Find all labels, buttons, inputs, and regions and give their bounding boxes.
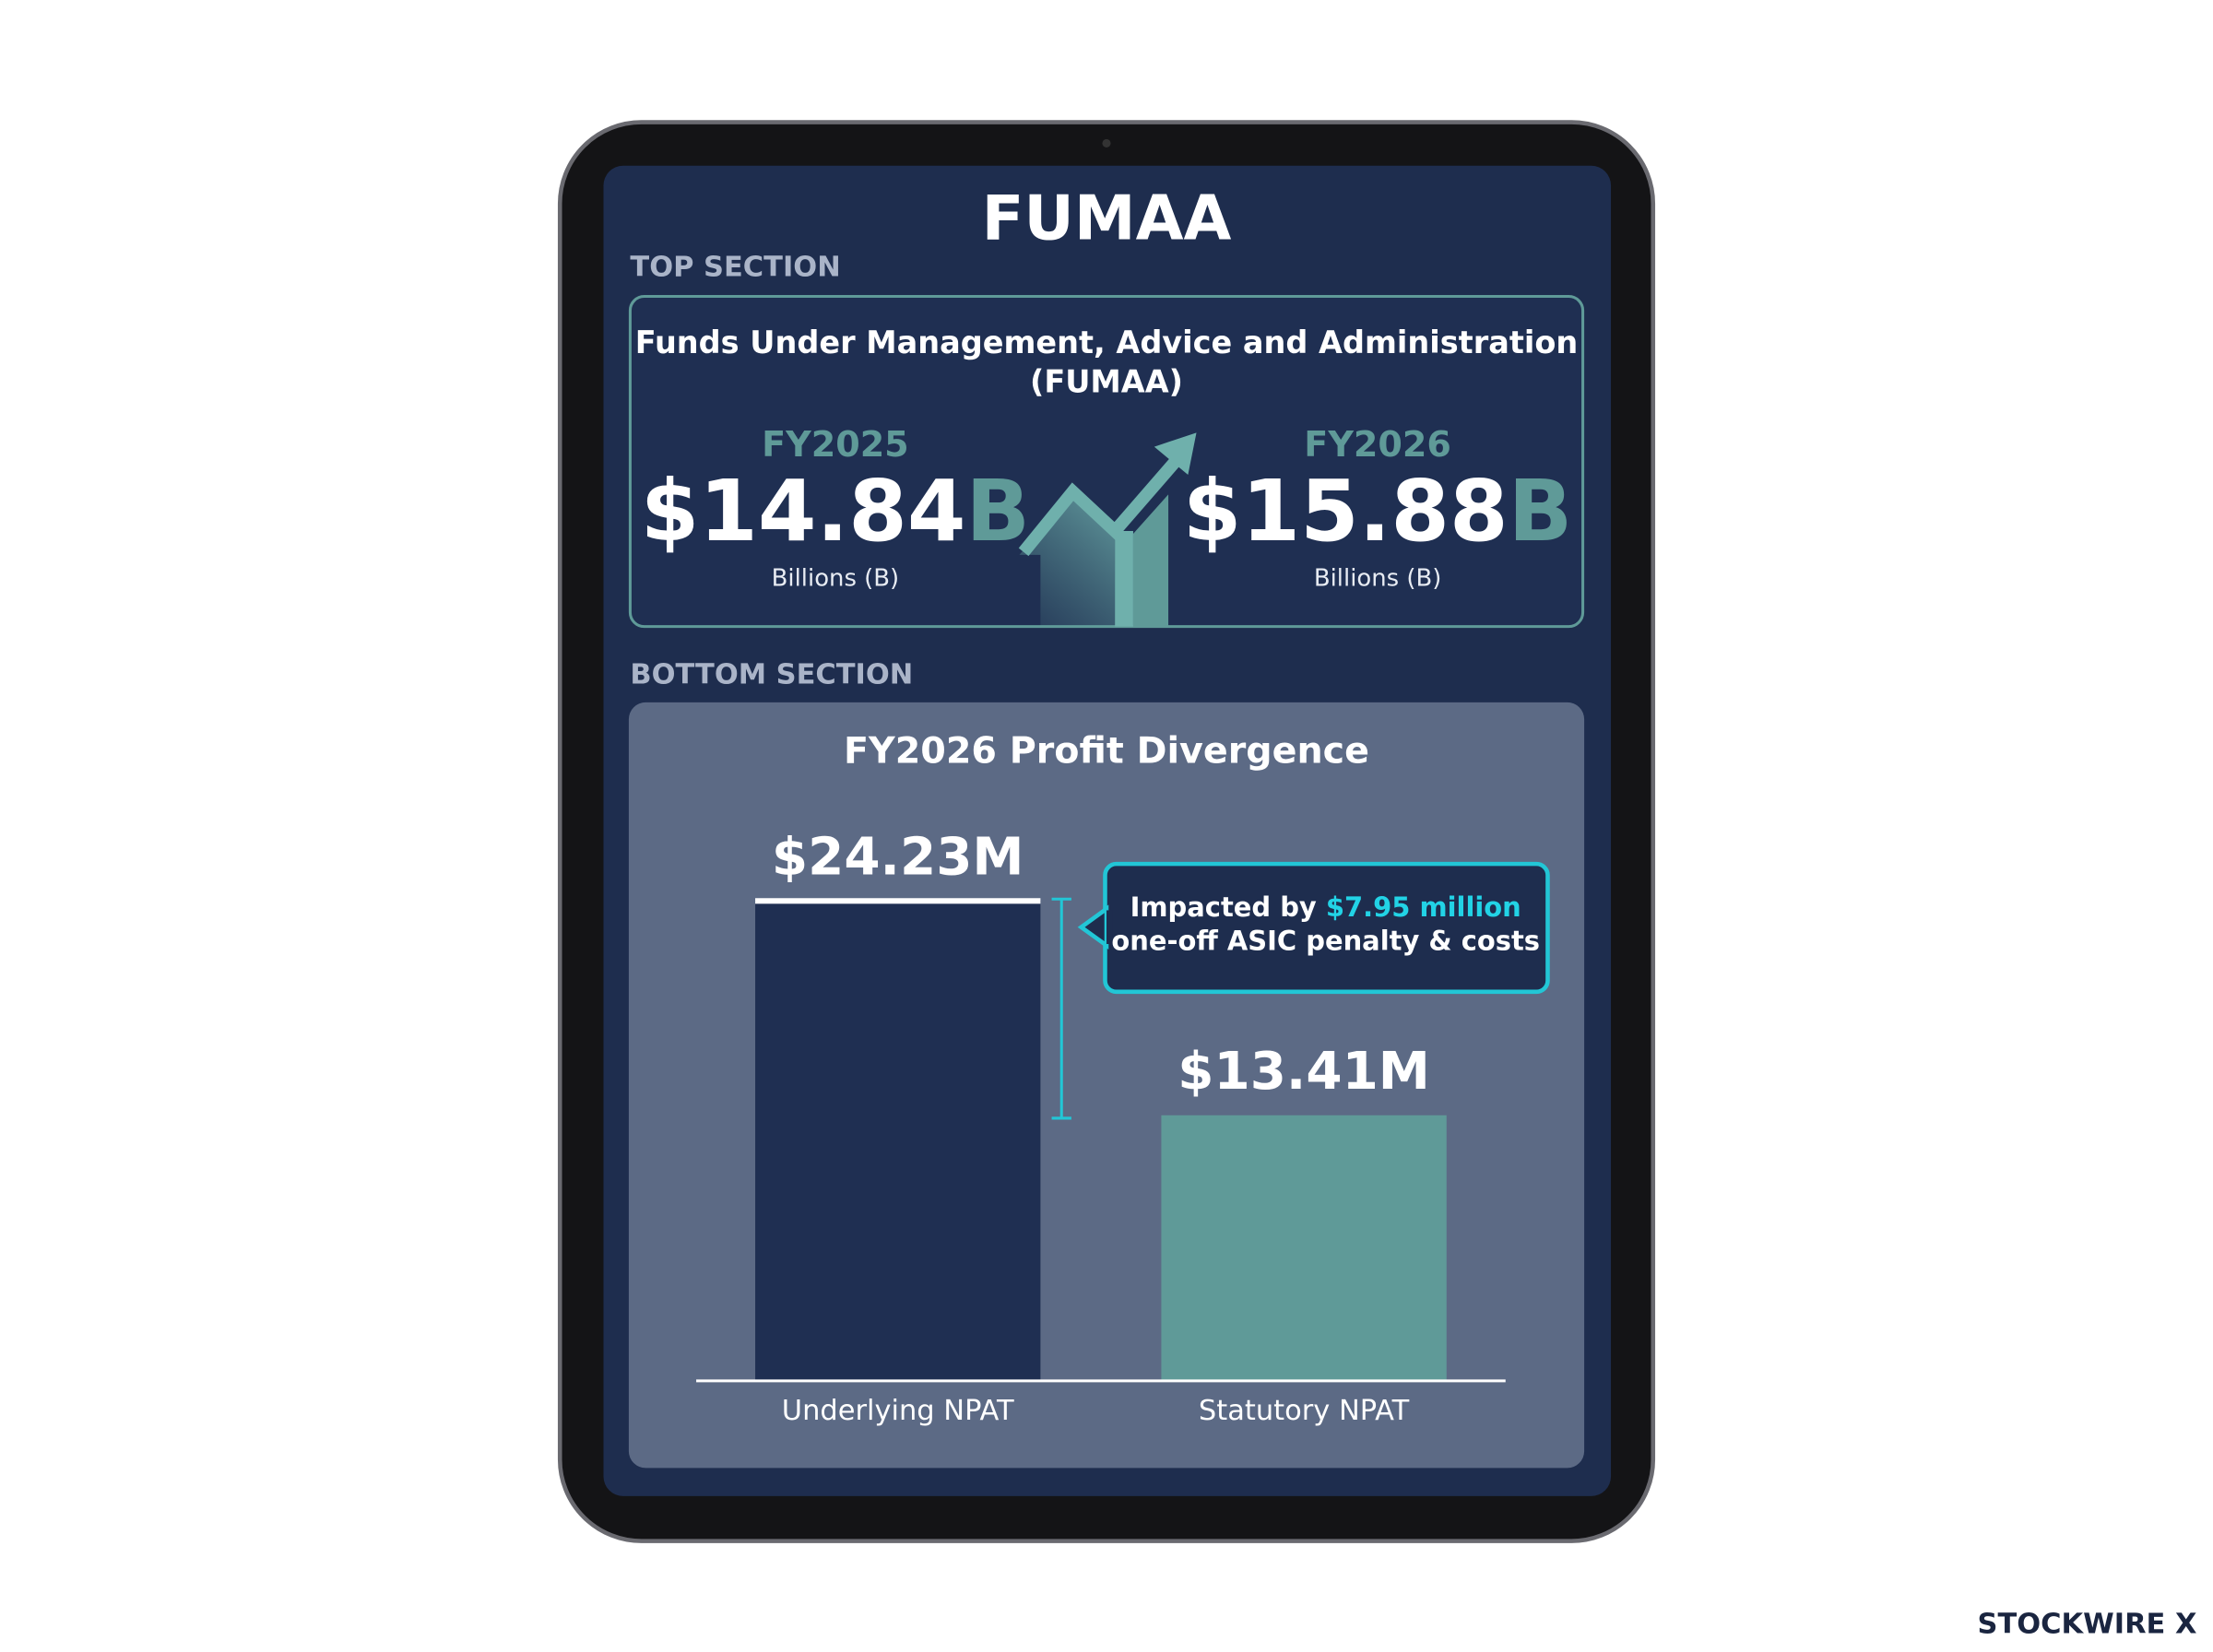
annotation: Impacted by $7.95 million one-off ASIC p… [1051,861,1550,1120]
callout-text: Impacted by $7.95 million [1130,891,1521,923]
card-heading: (FUMAA) [1030,364,1183,400]
value-label: $24.23M [772,828,1024,888]
card-heading: Funds Under Management, Advice and Admin… [635,324,1579,360]
callout-text: one-off ASIC penalty & costs [1111,925,1540,956]
amount: $14.84B [641,462,1030,560]
chart-title: FY2026 Profit Divergence [844,729,1369,772]
bar [1161,1115,1447,1381]
growth-icon [1018,432,1197,627]
section-label: BOTTOM SECTION [630,658,913,690]
amount-unit: B [965,462,1030,560]
fy2026-stat: FY2026 $15.88B Billions (B) [1183,424,1572,592]
year-label: FY2026 [1304,424,1451,465]
amount-unit: B [1509,462,1573,560]
callout-prefix: Impacted by [1130,891,1326,923]
x-tick-label: Statutory NPAT [1199,1395,1410,1427]
bar [755,901,1041,1381]
caption: Billions (B) [1314,564,1441,592]
fy2025-stat: FY2025 $14.84B Billions (B) [641,424,1030,592]
year-label: FY2025 [762,424,909,465]
section-label: TOP SECTION [630,252,840,284]
camera [1102,138,1111,148]
watermark: STOCKWIRE X [1978,1609,2197,1641]
x-tick-label: Underlying NPAT [782,1395,1014,1427]
amount-number: $14.84 [641,462,966,560]
callout-pointer-cover [1106,910,1113,944]
caption: Billions (B) [772,564,899,592]
plot: $24.23M Underlying NPAT $13.41M Statutory N… [755,828,1447,1427]
callout-highlight: $7.95 million [1326,891,1521,923]
page-title: FUMAA [982,182,1232,254]
value-label: $13.41M [1178,1042,1430,1102]
amount: $15.88B [1183,462,1572,560]
amount-number: $15.88 [1183,462,1509,560]
bar-top-highlight [755,898,1041,904]
